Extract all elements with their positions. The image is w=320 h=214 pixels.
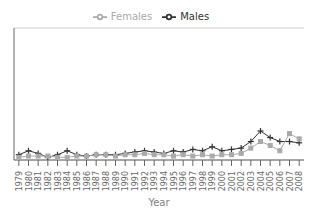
svg-text:2001: 2001: [228, 171, 237, 191]
svg-text:2008: 2008: [295, 171, 304, 191]
svg-text:1997: 1997: [189, 171, 198, 191]
svg-text:1983: 1983: [54, 171, 63, 191]
svg-text:1980: 1980: [25, 171, 34, 191]
svg-text:Year: Year: [147, 197, 170, 206]
svg-text:1987: 1987: [92, 171, 101, 191]
svg-text:1995: 1995: [170, 171, 179, 191]
svg-text:1989: 1989: [112, 171, 121, 191]
svg-text:1992: 1992: [141, 171, 150, 191]
svg-text:2004: 2004: [257, 171, 266, 191]
svg-text:1994: 1994: [160, 171, 169, 191]
svg-text:1986: 1986: [83, 171, 92, 191]
svg-text:2007: 2007: [286, 171, 295, 191]
svg-text:2006: 2006: [276, 171, 285, 191]
svg-text:2005: 2005: [266, 171, 275, 191]
svg-text:1988: 1988: [102, 171, 111, 191]
html-text:Females: Females: [110, 11, 153, 22]
svg-text:1991: 1991: [131, 171, 140, 191]
svg-text:1981: 1981: [34, 171, 43, 191]
svg-text:2002: 2002: [237, 171, 246, 191]
svg-text:2003: 2003: [247, 171, 256, 191]
svg-text:1999: 1999: [208, 171, 217, 191]
svg-text:1998: 1998: [199, 171, 208, 191]
svg-text:1984: 1984: [63, 171, 72, 191]
svg-text:1993: 1993: [150, 171, 159, 191]
svg-text:1996: 1996: [179, 171, 188, 191]
svg-text:1982: 1982: [44, 171, 53, 191]
svg-text:1979: 1979: [15, 171, 24, 191]
svg-text:1985: 1985: [73, 171, 82, 191]
html-text:Males: Males: [180, 11, 210, 22]
svg-text:2000: 2000: [218, 171, 227, 191]
svg-text:1990: 1990: [121, 171, 130, 191]
